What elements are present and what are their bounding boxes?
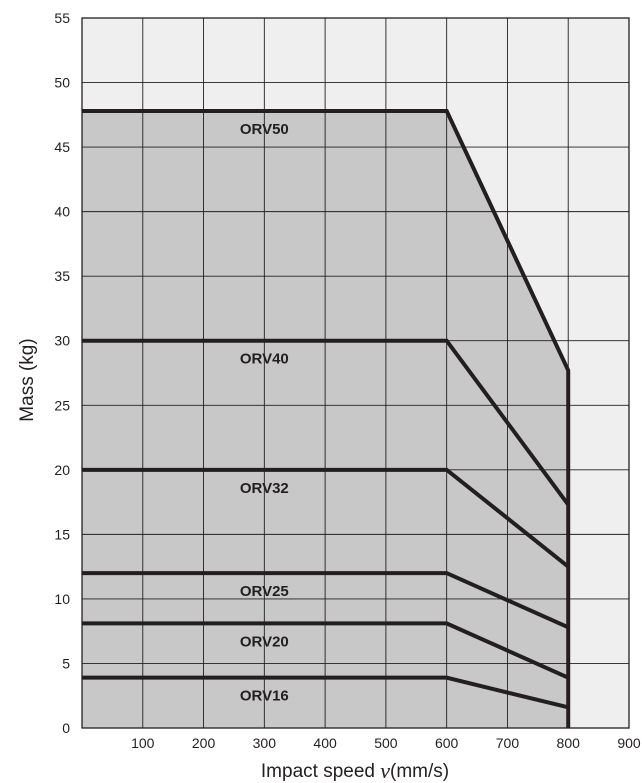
series-line-orv32 bbox=[82, 467, 570, 569]
y-tick-label: 40 bbox=[54, 204, 70, 220]
x-tick-labels: 100 200 300 400 500 600 700 800 900 bbox=[131, 735, 641, 751]
y-tick-label: 10 bbox=[54, 591, 70, 607]
plot-frame bbox=[81, 17, 630, 729]
x-tick-label: 800 bbox=[557, 735, 581, 751]
x-tick-label: 100 bbox=[131, 735, 155, 751]
x-axis-title-variable: v bbox=[380, 758, 390, 783]
x-tick-label: 600 bbox=[435, 735, 459, 751]
x-tick-label: 900 bbox=[617, 735, 641, 751]
y-tick-label: 30 bbox=[54, 333, 70, 349]
x-axis-title-suffix: (mm/s) bbox=[390, 761, 449, 782]
x-tick-label: 700 bbox=[496, 735, 520, 751]
x-tick-label: 500 bbox=[374, 735, 398, 751]
x-tick-label: 200 bbox=[192, 735, 216, 751]
y-tick-label: 20 bbox=[54, 462, 70, 478]
y-tick-label: 35 bbox=[54, 268, 70, 284]
series-line-orv50 bbox=[82, 108, 571, 728]
y-tick-label: 50 bbox=[54, 75, 70, 91]
x-tick-label: 400 bbox=[313, 735, 337, 751]
y-tick-label: 45 bbox=[54, 139, 70, 155]
series-line-orv40 bbox=[82, 338, 570, 506]
x-tick-label: 300 bbox=[253, 735, 277, 751]
series-label-orv50: ORV50 bbox=[240, 121, 289, 138]
series-lines bbox=[82, 108, 571, 728]
series-label-orv40: ORV40 bbox=[240, 351, 289, 368]
y-axis-title: Mass (kg) bbox=[17, 338, 38, 421]
series-label-orv25: ORV25 bbox=[240, 583, 289, 600]
x-axis-title-prefix: Impact speed bbox=[261, 761, 380, 782]
series-label-orv20: ORV20 bbox=[240, 633, 289, 650]
series-line-orv20 bbox=[82, 621, 570, 680]
x-axis-title: Impact speed v(mm/s) bbox=[261, 758, 449, 783]
series-labels: ORV50 ORV40 ORV32 ORV25 ORV20 ORV16 bbox=[240, 121, 289, 705]
y-tick-labels: 0 5 10 15 20 25 30 35 40 45 50 55 bbox=[54, 10, 70, 736]
series-label-orv16: ORV16 bbox=[240, 688, 289, 705]
y-tick-label: 25 bbox=[54, 397, 70, 413]
series-line-orv16 bbox=[82, 675, 569, 710]
y-tick-label: 0 bbox=[62, 720, 70, 736]
y-tick-label: 5 bbox=[62, 655, 70, 671]
y-tick-label: 15 bbox=[54, 526, 70, 542]
series-label-orv32: ORV32 bbox=[240, 480, 289, 497]
y-tick-label: 55 bbox=[54, 10, 70, 26]
series-line-orv25 bbox=[82, 571, 570, 630]
